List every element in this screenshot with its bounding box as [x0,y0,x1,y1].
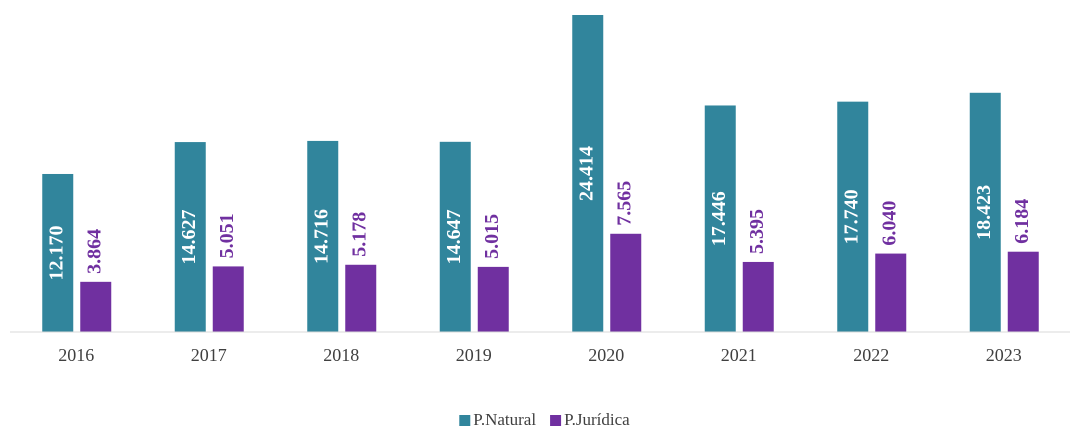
legend-label: P.Natural [473,410,536,429]
data-label: 17.446 [708,191,730,246]
bar [80,281,112,332]
bar [875,253,907,332]
data-label: 18.423 [973,185,995,240]
x-tick-label: 2023 [986,345,1022,365]
bar [212,266,244,332]
data-label: 7.565 [613,181,635,226]
data-label: 14.627 [178,210,200,265]
bar [174,142,206,332]
x-tick-label: 2022 [853,345,889,365]
bar [969,92,1001,332]
data-label: 24.414 [575,146,597,201]
legend: P.Natural P.Jurídica [459,410,630,429]
bar [704,105,736,332]
x-tick-label: 2020 [588,345,624,365]
data-label: 17.740 [840,189,862,244]
data-label: 6.184 [1011,199,1033,244]
bar [307,140,339,332]
data-label: 5.015 [481,214,503,259]
bar [439,141,471,332]
data-label: 5.051 [216,213,238,258]
data-label: 12.170 [45,225,67,280]
data-label: 14.716 [310,209,332,264]
bar [742,261,774,332]
bar [1007,251,1039,332]
data-label: 5.178 [348,212,370,257]
data-label: 3.864 [83,229,105,274]
legend-swatch [550,415,562,426]
bar [477,266,509,332]
x-tick-label: 2018 [323,345,359,365]
data-label: 6.040 [878,201,900,246]
x-tick-label: 2016 [58,345,94,365]
bar [837,101,869,333]
bar [572,15,604,332]
x-tick-label: 2017 [191,345,227,365]
bar [610,233,642,332]
data-label: 14.647 [443,209,465,264]
legend-label: P.Jurídica [564,410,630,429]
x-tick-label: 2021 [721,345,757,365]
bar [345,264,377,332]
legend-swatch [459,415,471,426]
x-tick-label: 2019 [456,345,492,365]
bar [42,173,74,332]
data-label: 5.395 [746,209,768,254]
